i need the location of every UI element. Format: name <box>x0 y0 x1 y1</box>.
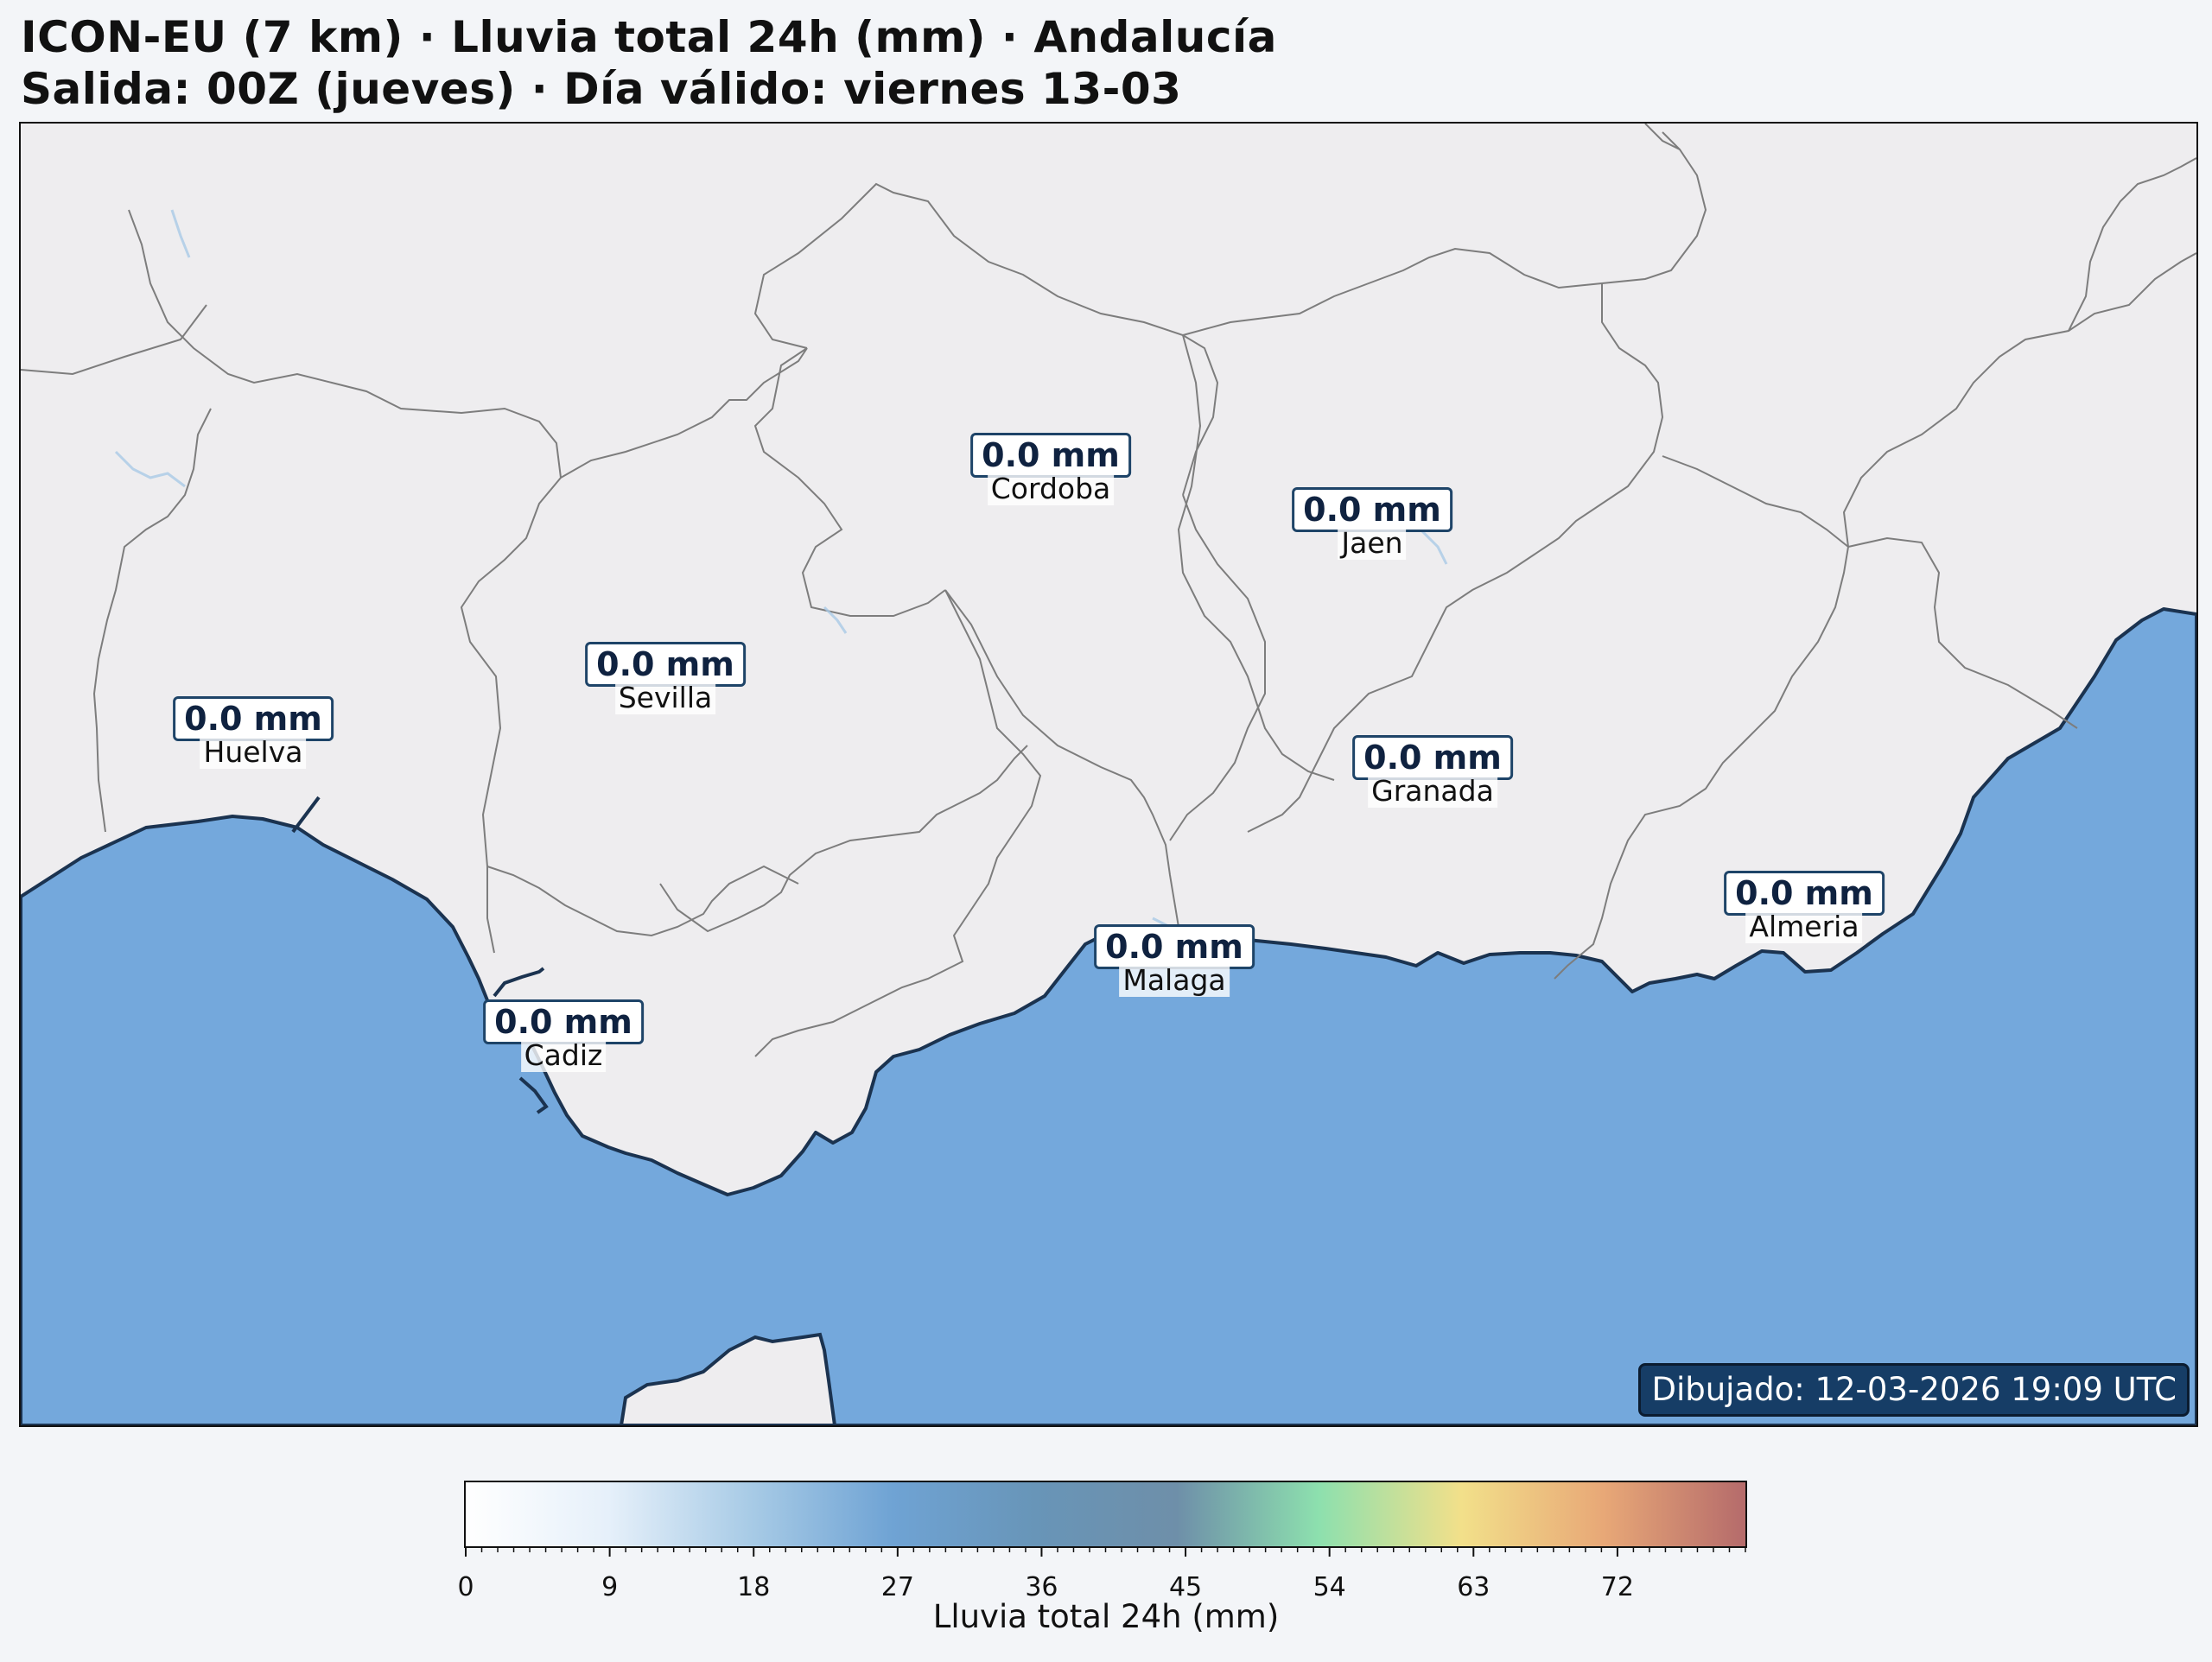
city-label-almeria[interactable]: 0.0 mm Almeria <box>1724 871 1885 943</box>
map-title: ICON-EU (7 km) · Lluvia total 24h (mm) ·… <box>21 12 1277 62</box>
colorbar-tick-label: 36 <box>1025 1572 1058 1602</box>
city-name: Granada <box>1352 774 1513 808</box>
colorbar-tick-label: 45 <box>1168 1572 1203 1602</box>
colorbar-tick-label: 18 <box>737 1572 771 1602</box>
estuary <box>493 967 545 998</box>
city-name: Cordoba <box>970 472 1131 505</box>
city-value: 0.0 mm <box>585 642 746 687</box>
city-name: Jaen <box>1292 526 1452 560</box>
city-label-malaga[interactable]: 0.0 mm Malaga <box>1094 924 1255 997</box>
colorbar-tick-label: 0 <box>457 1572 474 1602</box>
city-label-cadiz[interactable]: 0.0 mm Cadiz <box>483 999 644 1072</box>
colorbar-tick-label: 63 <box>1457 1572 1491 1602</box>
city-name: Malaga <box>1094 963 1255 997</box>
city-label-jaen[interactable]: 0.0 mm Jaen <box>1292 487 1452 560</box>
city-label-cordoba[interactable]: 0.0 mm Cordoba <box>970 433 1131 505</box>
colorbar-ticks <box>465 1546 1746 1557</box>
city-label-sevilla[interactable]: 0.0 mm Sevilla <box>585 642 746 714</box>
city-name: Cadiz <box>483 1038 644 1072</box>
cadiz-spit <box>518 1076 549 1114</box>
colorbar: 0 9 18 27 36 45 54 63 72 <box>457 1481 1747 1627</box>
colorbar-tick-label: 9 <box>601 1572 619 1602</box>
city-name: Almeria <box>1724 910 1885 943</box>
map-canvas <box>21 124 2196 1425</box>
huelva-inlet <box>291 796 321 834</box>
colorbar-tick-label: 72 <box>1600 1572 1634 1602</box>
city-name: Sevilla <box>585 681 746 714</box>
colorbar-label: Lluvia total 24h (mm) <box>932 1598 1280 1635</box>
map-subtitle: Salida: 00Z (jueves) · Día válido: viern… <box>21 64 1182 114</box>
city-value: 0.0 mm <box>1292 487 1452 532</box>
province-borders <box>21 124 2196 1057</box>
city-value: 0.0 mm <box>1094 924 1255 969</box>
map-panel[interactable]: 0.0 mm Huelva 0.0 mm Sevilla 0.0 mm Cord… <box>19 122 2198 1427</box>
timestamp-badge: Dibujado: 12-03-2026 19:09 UTC <box>1638 1363 2190 1417</box>
city-label-granada[interactable]: 0.0 mm Granada <box>1352 735 1513 808</box>
north-africa-land <box>619 1332 837 1425</box>
sea-area <box>21 607 2196 1425</box>
city-name: Huelva <box>173 735 334 769</box>
colorbar-tick-label: 27 <box>880 1572 914 1602</box>
city-label-huelva[interactable]: 0.0 mm Huelva <box>173 696 334 769</box>
city-value: 0.0 mm <box>1352 735 1513 780</box>
reservoirs <box>114 209 1448 942</box>
colorbar-gradient <box>464 1481 1747 1548</box>
colorbar-tick-label: 54 <box>1313 1572 1346 1602</box>
